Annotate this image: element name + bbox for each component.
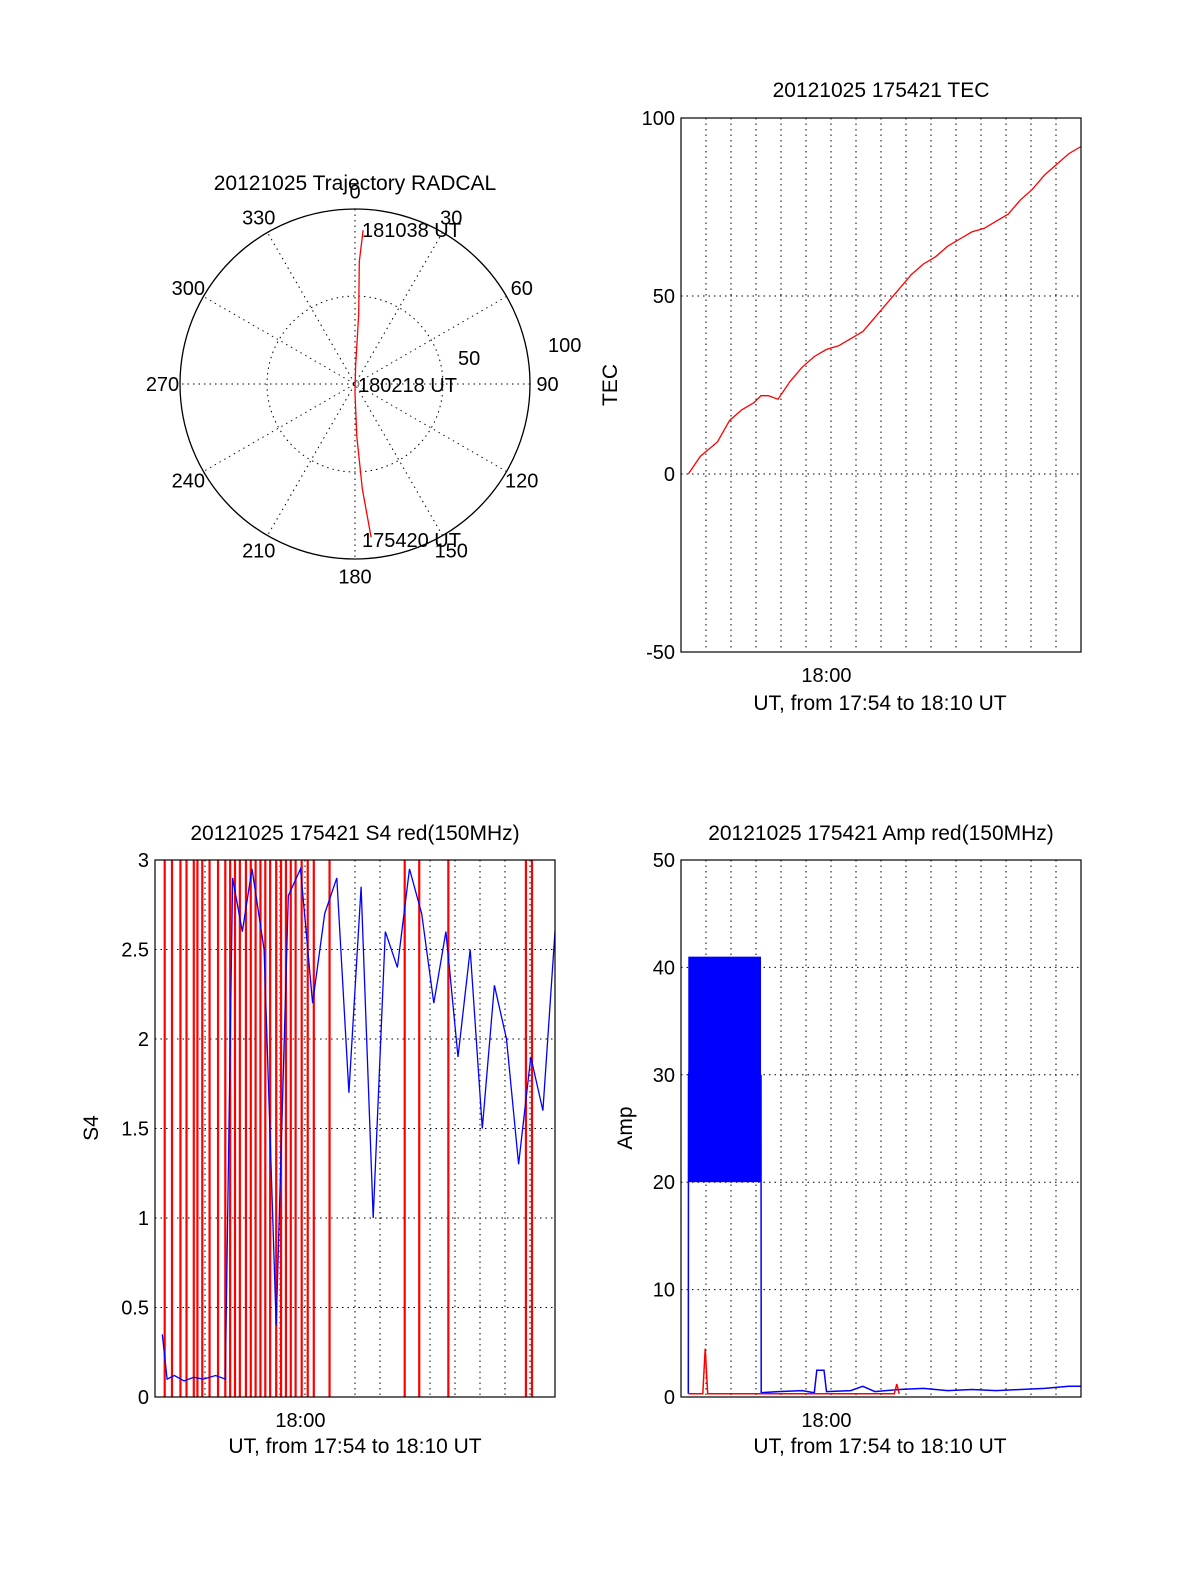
polar-spoke-30 <box>267 232 443 536</box>
amp-panel: 20121025 175421 Amp red(150MHz) 0 10 20 30 4… <box>614 822 1082 1458</box>
y-tick-label: 30 <box>653 1065 675 1087</box>
polar-title: 20121025 Trajectory RADCAL <box>214 172 497 195</box>
tec-grid <box>681 118 1081 652</box>
y-tick-label: -50 <box>646 642 675 664</box>
polar-angle-label-240: 240 <box>172 470 205 492</box>
x-tick-label: 18:00 <box>275 1410 325 1432</box>
polar-annotation-mid: 180218 UT <box>358 375 457 397</box>
amp-blue-series-line <box>687 1051 1081 1394</box>
y-tick-label: 20 <box>653 1172 675 1194</box>
polar-angle-label-0: 0 <box>349 182 360 204</box>
amp-title: 20121025 175421 Amp red(150MHz) <box>708 822 1054 845</box>
polar-radius-label-50: 50 <box>458 348 480 370</box>
s4-xlabel: UT, from 17:54 to 18:10 UT <box>228 1435 481 1458</box>
s4-blue-series-line <box>161 866 556 1382</box>
tec-ylabel: TEC <box>599 364 622 406</box>
polar-angle-label-300: 300 <box>172 278 205 300</box>
s4-red-series <box>163 860 534 1397</box>
y-tick-label: 0 <box>664 464 675 486</box>
tec-xlabel: UT, from 17:54 to 18:10 UT <box>753 692 1006 715</box>
y-tick-label: 0 <box>664 1387 675 1409</box>
polar-angle-label-60: 60 <box>511 278 533 300</box>
amp-ticks: 0 10 20 30 40 50 18:00 <box>653 850 852 1432</box>
polar-angle-label-330: 330 <box>242 207 275 229</box>
s4-frame <box>154 859 556 1398</box>
polar-trajectory-panel: 20121025 Trajectory RADCAL 0 30 60 90 120 150… <box>146 172 582 589</box>
x-tick-label: 18:00 <box>801 665 851 687</box>
polar-angle-label-180: 180 <box>338 567 371 589</box>
y-tick-label: 2.5 <box>121 940 149 962</box>
polar-angle-label-210: 210 <box>242 541 275 563</box>
tec-frame <box>680 117 1082 653</box>
s4-title: 20121025 175421 S4 red(150MHz) <box>190 822 519 845</box>
tec-title: 20121025 175421 TEC <box>773 79 990 102</box>
tec-series-line <box>687 145 1082 475</box>
polar-radius-label-100: 100 <box>548 335 581 357</box>
amp-red-series-line <box>688 1348 900 1395</box>
polar-angle-labels: 0 30 60 90 120 150 180 210 240 270 300 330 <box>146 182 559 589</box>
polar-annotation-start: 175420 UT <box>362 530 461 552</box>
polar-annotation-end: 181038 UT <box>362 220 461 242</box>
y-tick-label: 10 <box>653 1280 675 1302</box>
s4-ticks: 0 0.5 1 1.5 2 2.5 3 18:00 <box>121 850 325 1432</box>
polar-angle-label-270: 270 <box>146 374 179 396</box>
s4-panel: 20121025 175421 S4 red(150MHz) 0 0.5 1 1.5 2… <box>80 822 556 1458</box>
y-tick-label: 3 <box>138 850 149 872</box>
y-tick-label: 1.5 <box>121 1119 149 1141</box>
polar-angle-label-30: 30 <box>440 207 462 229</box>
polar-spoke-120 <box>203 296 507 472</box>
y-tick-label: 40 <box>653 957 675 979</box>
polar-angle-label-120: 120 <box>505 470 538 492</box>
y-tick-label: 50 <box>653 850 675 872</box>
x-tick-label: 18:00 <box>801 1410 851 1432</box>
polar-spoke-60 <box>203 296 507 472</box>
y-tick-label: 0.5 <box>121 1298 149 1320</box>
y-tick-label: 1 <box>138 1208 149 1230</box>
s4-ylabel: S4 <box>80 1115 103 1141</box>
polar-inner-ring <box>266 295 444 473</box>
amp-frame <box>680 859 1082 1398</box>
polar-angle-label-150: 150 <box>435 541 468 563</box>
y-tick-label: 0 <box>138 1387 149 1409</box>
polar-spokes <box>180 209 530 559</box>
amp-grid <box>681 860 1081 1397</box>
polar-spoke-150 <box>267 232 443 536</box>
amp-ylabel: Amp <box>614 1106 637 1149</box>
y-tick-label: 50 <box>653 286 675 308</box>
y-tick-label: 100 <box>642 108 675 130</box>
amp-xlabel: UT, from 17:54 to 18:10 UT <box>753 1435 1006 1458</box>
tec-ticks: -50 0 50 100 18:00 <box>642 108 852 687</box>
polar-trajectory-line <box>354 230 372 538</box>
s4-grid <box>155 860 555 1397</box>
amp-blue-noise-band <box>688 956 761 1183</box>
y-tick-label: 2 <box>138 1029 149 1051</box>
polar-angle-label-90: 90 <box>536 374 558 396</box>
tec-panel: 20121025 175421 TEC -50 0 50 100 18:00 UT, f… <box>599 79 1082 715</box>
